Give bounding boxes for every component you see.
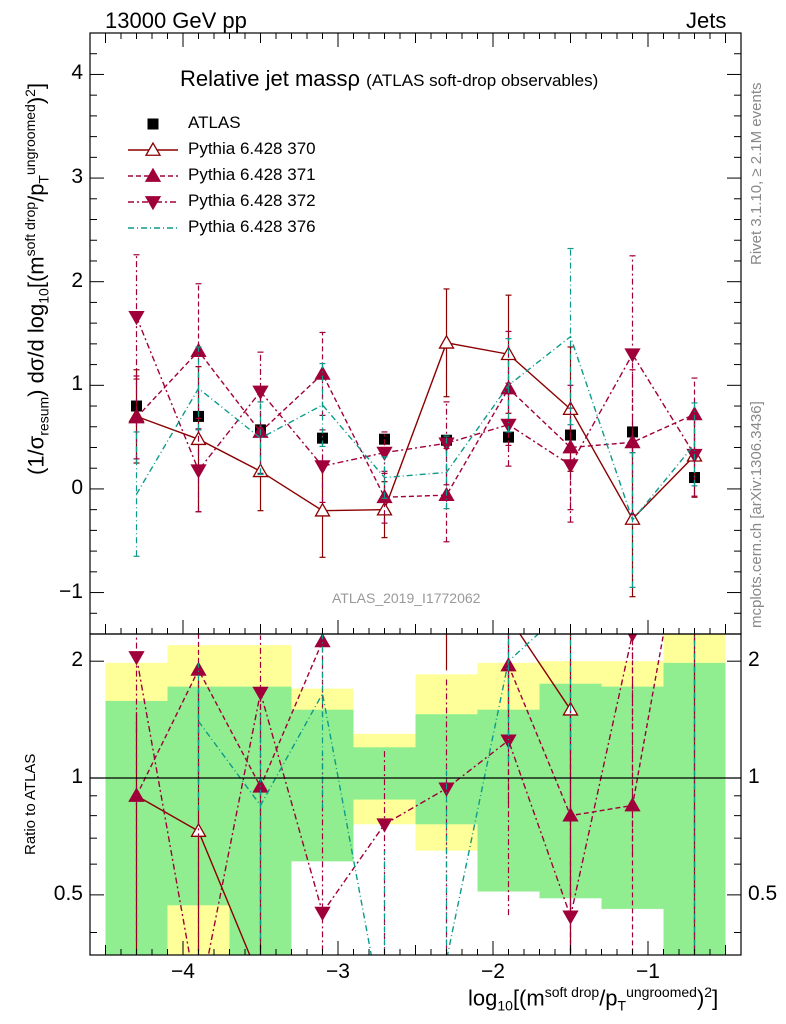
ratio-line	[519, 634, 572, 711]
chart-title-main: Relative jet massρ	[180, 66, 361, 91]
legend-label: Pythia 6.428 376	[188, 217, 316, 236]
ratio-y-tick-label-left: 1	[71, 765, 83, 789]
legend-label: Pythia 6.428 372	[188, 191, 316, 210]
ratio-point	[562, 910, 579, 925]
data-point	[314, 502, 331, 517]
data-point	[128, 409, 145, 424]
data-point	[128, 311, 145, 326]
axis-ticks	[89, 32, 742, 955]
ratio-point	[128, 787, 145, 802]
x-tick-label: −2	[481, 960, 505, 983]
series-1	[128, 288, 703, 598]
main-y-tick-label: 3	[71, 165, 83, 189]
data-point	[314, 460, 331, 475]
legend-label: Pythia 6.428 370	[188, 139, 316, 158]
ratio-y-tick-label-right: 1	[748, 765, 760, 789]
x-tick-label: −3	[326, 960, 350, 983]
ratio-y-tick-label-right: 0.5	[748, 881, 778, 905]
rivet-label: Rivet 3.1.10, ≥ 2.1M events	[748, 82, 765, 266]
series-line	[136, 342, 695, 521]
main-series-group	[128, 247, 703, 598]
ratio-point	[376, 818, 393, 833]
main-y-tick-label: −1	[59, 579, 83, 603]
ratio-line	[507, 634, 665, 817]
ratio-y-tick-label-right: 2	[748, 648, 760, 672]
mcplots-label: mcplots.cern.ch [arXiv:1306.3436]	[748, 401, 765, 628]
data-point	[317, 432, 328, 444]
ratio-point	[627, 634, 638, 643]
ratio-point	[438, 782, 455, 797]
data-point	[500, 418, 517, 433]
legend-marker	[144, 196, 162, 211]
ratio-point	[314, 906, 331, 921]
series-line	[135, 316, 696, 472]
chart-title: Relative jet massρ (ATLAS soft-drop obse…	[180, 66, 598, 92]
series-line	[135, 335, 696, 522]
main-y-tick-label: 1	[71, 372, 83, 396]
ratio-y-tick-label-left: 2	[71, 648, 83, 672]
x-tick-label: −4	[171, 960, 195, 983]
ratio-line	[197, 634, 540, 955]
data-point	[562, 459, 579, 474]
data-point	[438, 334, 455, 349]
ratio-point	[128, 651, 145, 666]
series-4	[133, 247, 698, 588]
legend-label: Pythia 6.428 371	[188, 165, 316, 184]
series-3	[128, 254, 703, 523]
x-tick-label: −1	[636, 960, 660, 983]
series-2	[128, 283, 703, 543]
legend-marker	[144, 167, 162, 182]
legend-marker	[147, 118, 159, 130]
ratio-series-group	[128, 634, 696, 955]
series-line	[135, 350, 695, 498]
data-point	[379, 433, 390, 445]
data-point	[376, 446, 393, 461]
main-y-tick-label: 2	[71, 268, 83, 292]
data-point	[190, 464, 207, 479]
main-y-tick-label: 4	[71, 61, 83, 85]
chart-title-sub: (ATLAS soft-drop observables)	[366, 71, 599, 90]
legend-markers	[128, 118, 178, 229]
header-jets-label: Jets	[686, 8, 727, 33]
legend-label: ATLAS	[188, 113, 241, 132]
main-y-tick-label: 0	[71, 475, 83, 499]
series-0	[131, 400, 700, 484]
ratio-line	[135, 634, 634, 955]
legend-marker	[144, 141, 162, 156]
analysis-watermark: ATLAS_2019_I1772062	[332, 590, 481, 606]
data-point	[624, 348, 641, 363]
x-axis-label: log10[(msoft drop/pTungroomed)2]	[468, 984, 719, 1014]
ratio-point	[252, 686, 269, 701]
ratio-y-tick-label-left: 0.5	[53, 881, 83, 905]
data-point	[252, 385, 269, 400]
header-energy-label: 13000 GeV pp	[105, 8, 247, 33]
